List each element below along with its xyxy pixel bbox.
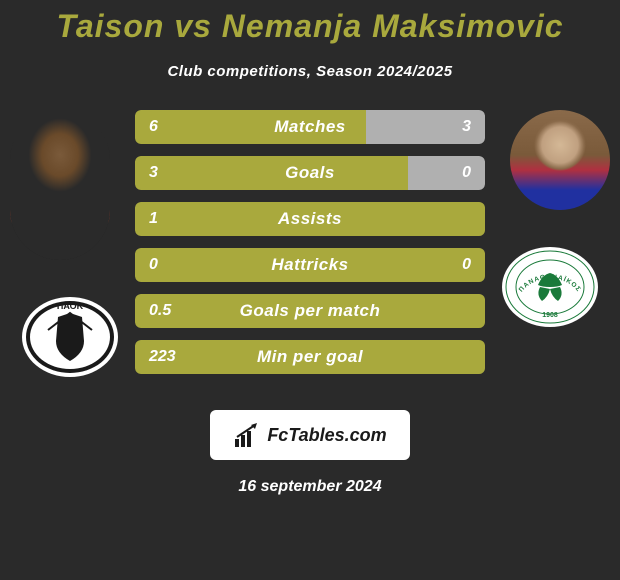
stat-value-right: 0 [448, 248, 485, 282]
stat-label-wrap: Goals per match [135, 294, 485, 328]
footer-brand-text: FcTables.com [267, 425, 386, 446]
page-title: Taison vs Nemanja Maksimovic [0, 0, 620, 45]
subtitle: Club competitions, Season 2024/2025 [0, 63, 620, 80]
team2-badge: ΠΑΝΑΘΗΝΑΪΚΟΣ 1908 [500, 245, 600, 330]
stat-value-left: 0.5 [135, 294, 185, 328]
stat-label: Hattricks [271, 255, 348, 275]
stat-row: Assists 1 [135, 202, 485, 236]
stat-value-right: 3 [448, 110, 485, 144]
player1-photo [10, 110, 110, 260]
stat-value-right [457, 340, 485, 374]
stat-label: Assists [278, 209, 342, 229]
stat-value-left: 0 [135, 248, 172, 282]
team1-badge: ΠΑΟΚ [20, 295, 120, 380]
date-text: 16 september 2024 [0, 478, 620, 496]
stat-value-right [457, 202, 485, 236]
stat-value-left: 1 [135, 202, 172, 236]
stat-label: Matches [274, 117, 346, 137]
paok-badge-icon: ΠΑΟΚ [20, 295, 120, 380]
player2-photo [510, 110, 610, 210]
footer-brand-badge: FcTables.com [210, 410, 410, 460]
content-area: ΠΑΟΚ ΠΑΝΑΘΗΝΑΪΚΟΣ 1908 Matches 6 3 Goals 3 0 A… [0, 110, 620, 400]
stat-row: Min per goal 223 [135, 340, 485, 374]
stat-label-wrap: Hattricks [135, 248, 485, 282]
player2-face-icon [510, 110, 610, 210]
stat-label: Goals per match [240, 301, 381, 321]
stat-label: Goals [285, 163, 335, 183]
infographic-container: Taison vs Nemanja Maksimovic Club compet… [0, 0, 620, 580]
stat-value-right [457, 294, 485, 328]
stats-area: Matches63Goals30Assists1Hattricks00Goals… [135, 110, 485, 386]
stat-value-left: 223 [135, 340, 190, 374]
stat-label: Min per goal [257, 347, 363, 367]
svg-text:ΠΑΟΚ: ΠΑΟΚ [57, 301, 84, 311]
stat-label-wrap: Goals [135, 156, 485, 190]
panathinaikos-badge-icon: ΠΑΝΑΘΗΝΑΪΚΟΣ 1908 [500, 245, 600, 330]
player1-face-icon [10, 110, 110, 260]
stat-label-wrap: Assists [135, 202, 485, 236]
stat-label-wrap: Matches [135, 110, 485, 144]
stat-row: Hattricks 0 0 [135, 248, 485, 282]
fctables-logo-icon [233, 421, 261, 449]
stat-value-right: 0 [448, 156, 485, 190]
stat-row: Goals 3 0 [135, 156, 485, 190]
stat-row: Matches 6 3 [135, 110, 485, 144]
stat-value-left: 3 [135, 156, 172, 190]
stat-value-left: 6 [135, 110, 172, 144]
svg-text:1908: 1908 [542, 312, 558, 319]
stat-row: Goals per match 0.5 [135, 294, 485, 328]
